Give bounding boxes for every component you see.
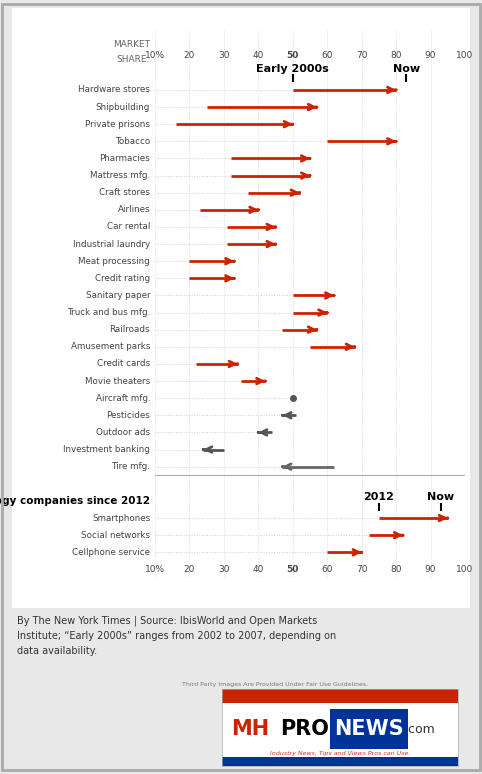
Text: Social networks: Social networks xyxy=(81,531,150,539)
Bar xyxy=(222,689,458,703)
Text: Sanitary paper: Sanitary paper xyxy=(86,291,150,300)
Text: 70: 70 xyxy=(356,51,367,60)
Text: By The New York Times | Source: IbisWorld and Open Markets
Institute; “Early 200: By The New York Times | Source: IbisWorl… xyxy=(17,616,336,656)
Text: SHARE:: SHARE: xyxy=(117,55,150,64)
Text: 20: 20 xyxy=(184,565,195,574)
Text: Tire mfg.: Tire mfg. xyxy=(111,462,150,471)
Text: Technology companies since 2012: Technology companies since 2012 xyxy=(0,496,150,506)
Text: 60: 60 xyxy=(321,51,333,60)
Text: Now: Now xyxy=(428,491,455,502)
Text: Truck and bus mfg.: Truck and bus mfg. xyxy=(67,308,150,317)
Text: Railroads: Railroads xyxy=(109,325,150,334)
Text: Industrial laundry: Industrial laundry xyxy=(73,240,150,248)
Text: 40: 40 xyxy=(253,51,264,60)
Text: Early 2000s: Early 2000s xyxy=(256,63,329,74)
Text: 30: 30 xyxy=(218,51,229,60)
Text: 90: 90 xyxy=(425,565,436,574)
Text: 80: 80 xyxy=(390,565,402,574)
Text: 10%: 10% xyxy=(145,565,165,574)
Text: Outdoor ads: Outdoor ads xyxy=(96,428,150,437)
Text: Meat processing: Meat processing xyxy=(79,257,150,265)
Text: Car rental: Car rental xyxy=(107,222,150,231)
Text: 2012: 2012 xyxy=(363,491,394,502)
Text: 40: 40 xyxy=(253,565,264,574)
Text: Credit cards: Credit cards xyxy=(97,359,150,368)
Text: Hardware stores: Hardware stores xyxy=(78,85,150,94)
Text: 20: 20 xyxy=(184,51,195,60)
Text: Smartphones: Smartphones xyxy=(92,514,150,522)
Text: 70: 70 xyxy=(356,565,367,574)
Text: Industry News, Tips and Views Pros can Use.: Industry News, Tips and Views Pros can U… xyxy=(269,751,410,755)
Text: Shipbuilding: Shipbuilding xyxy=(96,103,150,111)
Text: 100: 100 xyxy=(456,565,474,574)
Text: Amusement parks: Amusement parks xyxy=(71,342,150,351)
Text: 50: 50 xyxy=(287,51,299,60)
Text: Pesticides: Pesticides xyxy=(107,411,150,420)
Text: Pharmacies: Pharmacies xyxy=(99,154,150,163)
Text: Mattress mfg.: Mattress mfg. xyxy=(90,171,150,180)
Text: Credit rating: Credit rating xyxy=(95,274,150,283)
Text: 60: 60 xyxy=(321,565,333,574)
Text: NEWS: NEWS xyxy=(335,719,404,739)
Text: PRO: PRO xyxy=(280,719,329,739)
Text: Now: Now xyxy=(393,63,420,74)
Text: .com: .com xyxy=(405,723,435,735)
Text: Cellphone service: Cellphone service xyxy=(72,548,150,557)
Bar xyxy=(330,709,408,749)
Bar xyxy=(222,757,458,766)
Text: Craft stores: Craft stores xyxy=(99,188,150,197)
Text: MARKET: MARKET xyxy=(113,39,150,49)
Text: 90: 90 xyxy=(425,51,436,60)
Text: Third Party Images Are Provided Under Fair Use Guidelines.: Third Party Images Are Provided Under Fa… xyxy=(182,682,368,687)
Text: Tobacco: Tobacco xyxy=(115,137,150,146)
Text: 100: 100 xyxy=(456,51,474,60)
Text: Airlines: Airlines xyxy=(118,205,150,214)
Text: 10%: 10% xyxy=(145,51,165,60)
Text: Private prisons: Private prisons xyxy=(85,120,150,128)
Text: Movie theaters: Movie theaters xyxy=(85,377,150,385)
Text: 30: 30 xyxy=(218,565,229,574)
Text: MH: MH xyxy=(231,719,269,739)
Text: Aircraft mfg.: Aircraft mfg. xyxy=(95,394,150,402)
Text: 50: 50 xyxy=(287,565,299,574)
Text: Investment banking: Investment banking xyxy=(63,445,150,454)
Text: 80: 80 xyxy=(390,51,402,60)
